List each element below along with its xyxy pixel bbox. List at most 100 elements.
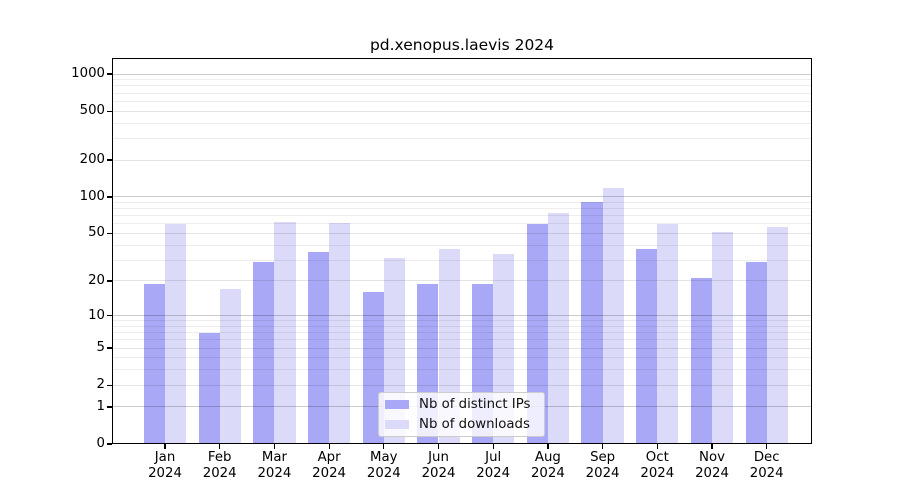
bar-downloads-aug bbox=[547, 212, 570, 444]
legend-item-distinct-ips: Nb of distinct IPs bbox=[385, 395, 536, 415]
x-tick-mark bbox=[492, 444, 494, 449]
bar-ips-feb bbox=[198, 332, 220, 444]
gridline-200 bbox=[112, 159, 812, 161]
x-tick-mark bbox=[547, 444, 549, 449]
y-axis-tick-label: 2 bbox=[96, 377, 105, 393]
y-tick-mark bbox=[107, 443, 112, 445]
x-axis-tick-label: Jun 2024 bbox=[421, 450, 456, 481]
x-axis-tick-label: Feb 2024 bbox=[202, 450, 237, 481]
bar-downloads-dec bbox=[766, 226, 788, 444]
gridline-50 bbox=[112, 232, 812, 234]
x-tick-mark bbox=[219, 444, 221, 449]
gridline-3 bbox=[112, 369, 812, 371]
bar-ips-nov bbox=[690, 278, 712, 444]
gridline-90 bbox=[112, 201, 812, 203]
y-tick-mark bbox=[107, 73, 112, 75]
x-tick-mark bbox=[273, 444, 276, 449]
x-tick-mark bbox=[383, 444, 385, 449]
y-axis-tick-label: 1 bbox=[96, 398, 105, 414]
bar-ips-dec bbox=[745, 261, 767, 444]
x-axis-tick-label: Oct 2024 bbox=[640, 450, 675, 481]
gridline-30 bbox=[112, 259, 812, 261]
gridline-400 bbox=[112, 122, 812, 124]
bar-ips-mar bbox=[253, 261, 275, 444]
y-tick-mark bbox=[107, 280, 112, 282]
y-axis-tick-label: 5 bbox=[96, 340, 105, 356]
x-axis-tick-label: Sep 2024 bbox=[585, 450, 620, 481]
x-tick-mark bbox=[766, 444, 768, 449]
x-axis-tick-label: Aug 2024 bbox=[530, 450, 565, 481]
y-tick-mark bbox=[107, 314, 112, 317]
x-tick-mark bbox=[602, 444, 604, 449]
gridline-1000 bbox=[112, 73, 812, 75]
gridline-70 bbox=[112, 215, 812, 217]
chart-title: pd.xenopus.laevis 2024 bbox=[369, 36, 555, 54]
legend: Nb of distinct IPs Nb of downloads bbox=[378, 392, 545, 437]
gridline-80 bbox=[112, 208, 812, 210]
gridline-700 bbox=[112, 92, 812, 94]
y-axis-tick-label: 20 bbox=[88, 272, 105, 288]
gridline-7 bbox=[112, 332, 812, 334]
gridline-300 bbox=[112, 137, 812, 139]
x-tick-mark bbox=[656, 444, 658, 449]
gridline-6 bbox=[112, 339, 812, 341]
y-axis-tick-label: 1000 bbox=[71, 66, 105, 82]
gridline-100 bbox=[112, 196, 812, 198]
x-axis-tick-label: Mar 2024 bbox=[257, 450, 292, 481]
gridline-4 bbox=[112, 357, 812, 359]
gridline-60 bbox=[112, 223, 812, 225]
x-tick-mark bbox=[328, 444, 330, 449]
ips-swatch-icon bbox=[385, 400, 409, 409]
gridline-9 bbox=[112, 320, 812, 322]
bar-downloads-sep bbox=[602, 188, 624, 444]
bar-downloads-oct bbox=[657, 223, 679, 444]
y-axis-tick-label: 200 bbox=[79, 152, 105, 168]
legend-label: Nb of downloads bbox=[419, 416, 530, 432]
gridline-20 bbox=[112, 280, 812, 282]
bar-downloads-apr bbox=[329, 222, 351, 444]
bar-downloads-feb bbox=[219, 289, 241, 444]
legend-item-downloads: Nb of downloads bbox=[385, 415, 536, 435]
y-tick-mark bbox=[107, 384, 112, 386]
gridline-600 bbox=[112, 100, 812, 102]
y-axis-tick-label: 0 bbox=[96, 436, 105, 451]
downloads-swatch-icon bbox=[385, 420, 409, 429]
x-axis-tick-label: Jan 2024 bbox=[148, 450, 182, 481]
gridline-900 bbox=[112, 79, 812, 81]
y-tick-mark bbox=[107, 159, 112, 161]
gridline-8 bbox=[112, 325, 812, 327]
bar-ips-oct bbox=[636, 249, 658, 444]
bar-ips-aug bbox=[526, 223, 548, 444]
x-tick-mark bbox=[164, 444, 166, 449]
y-axis-tick-label: 500 bbox=[79, 103, 105, 119]
bar-downloads-mar bbox=[274, 222, 296, 444]
gridline-2 bbox=[112, 384, 812, 386]
y-tick-mark bbox=[107, 347, 112, 349]
legend-label: Nb of distinct IPs bbox=[419, 396, 531, 412]
x-axis-tick-label: Nov 2024 bbox=[695, 450, 729, 481]
gridline-500 bbox=[112, 110, 812, 112]
x-tick-mark bbox=[437, 444, 440, 449]
bar-ips-jan bbox=[143, 283, 165, 444]
bar-downloads-jan bbox=[165, 223, 187, 444]
gridline-40 bbox=[112, 244, 812, 246]
x-axis-tick-label: Dec 2024 bbox=[749, 450, 784, 481]
y-tick-mark bbox=[107, 232, 112, 235]
bar-downloads-nov bbox=[712, 232, 734, 444]
gridline-800 bbox=[112, 85, 812, 87]
y-axis-tick-label: 10 bbox=[88, 307, 105, 323]
bar-ips-sep bbox=[581, 201, 603, 444]
bar-ips-apr bbox=[307, 252, 330, 444]
y-axis-tick-label: 50 bbox=[88, 225, 105, 241]
x-axis-tick-label: Apr 2024 bbox=[312, 450, 347, 481]
y-axis-tick-label: 100 bbox=[79, 188, 105, 204]
y-tick-mark bbox=[107, 406, 112, 408]
x-axis-tick-label: Jul 2024 bbox=[476, 450, 511, 481]
gridline-10 bbox=[112, 315, 812, 317]
x-axis-tick-label: May 2024 bbox=[366, 450, 401, 481]
x-tick-mark bbox=[711, 444, 713, 449]
y-tick-mark bbox=[107, 110, 112, 112]
gridline-5 bbox=[112, 347, 812, 349]
y-tick-mark bbox=[107, 196, 112, 198]
